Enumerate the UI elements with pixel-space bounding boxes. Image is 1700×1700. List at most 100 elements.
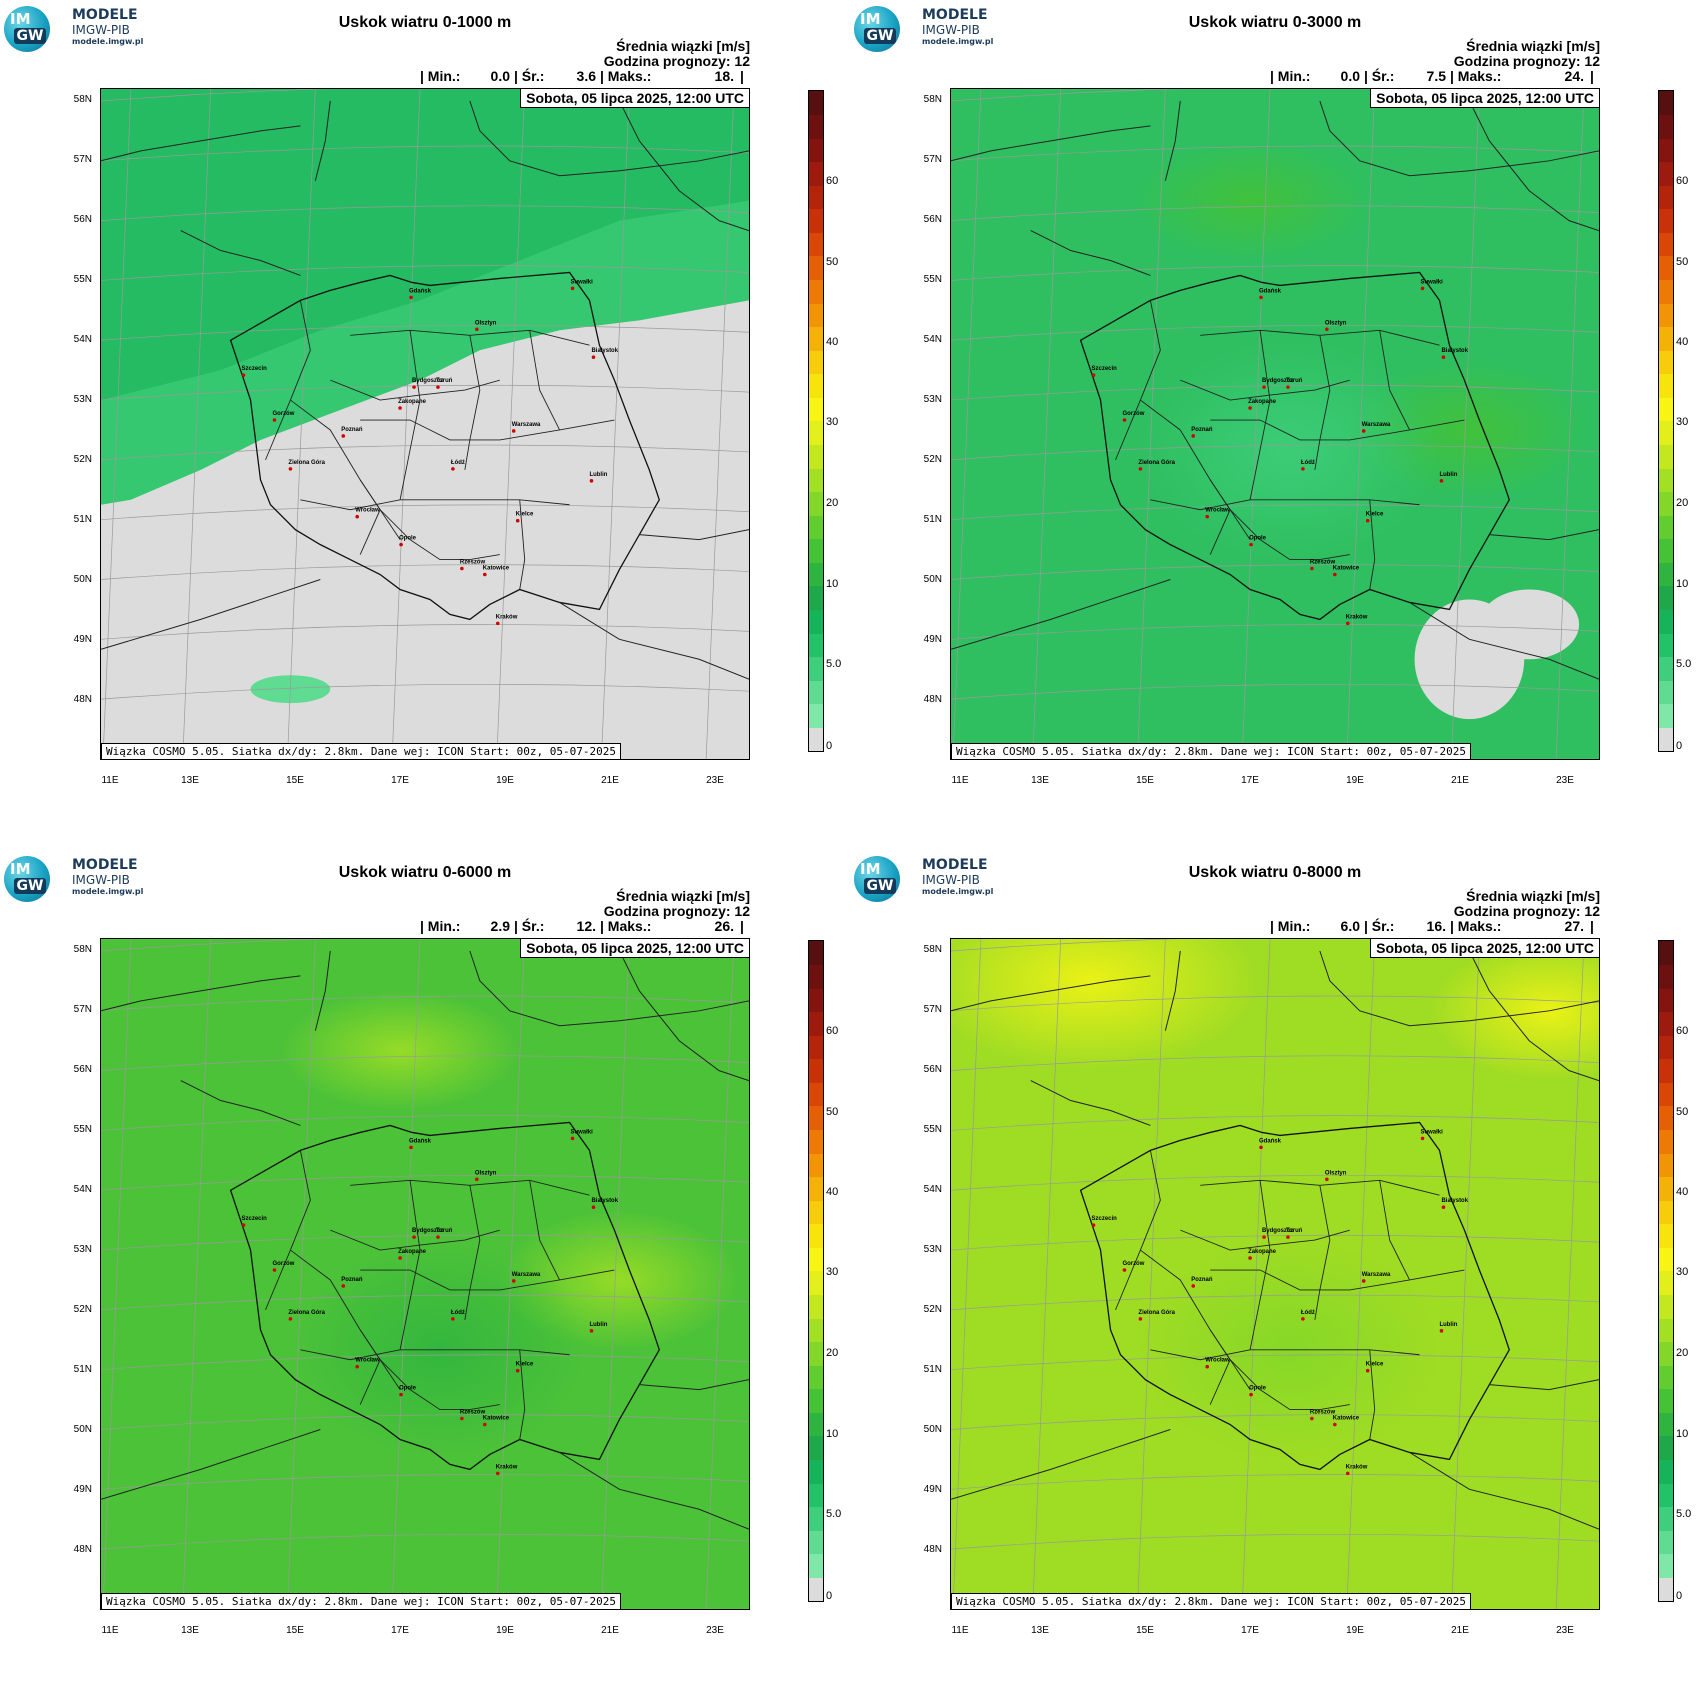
min-value: 6.0 xyxy=(1340,918,1360,934)
max-value: 18. xyxy=(714,68,734,84)
city-marker xyxy=(1138,467,1143,471)
lat-tick-label: 56N xyxy=(923,214,942,225)
lon-tick-label: 13E xyxy=(181,775,199,786)
lon-tick-label: 11E xyxy=(101,1625,119,1636)
city-marker xyxy=(511,429,516,433)
city-marker xyxy=(1091,373,1096,377)
city-marker xyxy=(495,1471,500,1476)
voivodeship-border xyxy=(399,330,421,500)
panel-title: Uskok wiatru 0-8000 m xyxy=(1188,864,1362,881)
lat-tick-label: 58N xyxy=(73,94,92,105)
colorbar-segment xyxy=(809,185,823,210)
colorbar-segment xyxy=(1659,326,1673,351)
graticule-lat xyxy=(101,205,749,221)
city-label: Zielona Góra xyxy=(1138,460,1175,466)
voivodeship-border xyxy=(379,1359,500,1411)
coastline xyxy=(469,100,749,177)
city-label: Kraków xyxy=(1346,1464,1368,1470)
city-marker xyxy=(1248,406,1252,410)
city-label: Olsztyn xyxy=(475,1170,497,1176)
city-label: Katowice xyxy=(483,1416,510,1422)
lat-tick-label: 57N xyxy=(923,1004,942,1015)
voivodeship-border xyxy=(1314,335,1331,470)
colorbar-segment xyxy=(1659,491,1673,516)
city-marker xyxy=(1301,467,1305,471)
city-marker xyxy=(1122,1268,1127,1272)
lat-tick-label: 49N xyxy=(923,1484,942,1495)
colorbar-segment xyxy=(809,421,823,446)
coastline xyxy=(618,950,749,1082)
lat-tick-label: 51N xyxy=(923,514,942,525)
colorbar-segment xyxy=(809,988,823,1013)
lat-tick-label: 58N xyxy=(923,94,942,105)
city-marker xyxy=(1259,295,1263,300)
colorbar-segment xyxy=(809,1271,823,1296)
colorbar-tick-label: 10 xyxy=(826,578,839,590)
lat-tick-label: 58N xyxy=(73,944,92,955)
city-label: Bydgoszcz xyxy=(412,1228,443,1234)
city-marker xyxy=(1361,1279,1366,1283)
voivodeship-border xyxy=(1379,330,1410,431)
lon-tick-label: 17E xyxy=(1241,775,1259,786)
city-marker xyxy=(515,1368,520,1373)
city-label: Zielona Góra xyxy=(288,1310,325,1316)
city-marker xyxy=(1091,1223,1096,1227)
colorbar-tick-label: 30 xyxy=(1676,416,1689,428)
city-marker xyxy=(1420,1136,1425,1141)
city-marker xyxy=(589,479,594,483)
lon-tick-label: 13E xyxy=(181,1625,199,1636)
graticule-lon xyxy=(1032,939,1062,1609)
coastline xyxy=(951,125,1151,162)
colorbar-segment xyxy=(1659,421,1673,446)
colorbar-tick-label: 20 xyxy=(1676,497,1689,509)
graticule-lon xyxy=(182,939,212,1609)
graticule-lat xyxy=(101,1115,749,1131)
coastline xyxy=(314,100,331,181)
city-label: Gdańsk xyxy=(1259,1138,1282,1144)
city-label: Lublin xyxy=(589,1322,607,1328)
colorbar-segment xyxy=(1659,1176,1673,1201)
graticule-lat xyxy=(101,1234,749,1251)
city-label: Lublin xyxy=(589,472,607,478)
colorbar-segment xyxy=(1659,114,1673,139)
lat-tick-label: 55N xyxy=(73,274,92,285)
colorbar-tick-label: 60 xyxy=(1676,1025,1689,1037)
city-marker xyxy=(409,1145,413,1150)
shear-high-patch xyxy=(1130,140,1370,261)
coastline xyxy=(1164,100,1181,181)
city-label: Kraków xyxy=(496,1464,518,1470)
valid-date-box: Sobota, 05 lipca 2025, 12:00 UTC xyxy=(520,938,750,958)
city-label: Warszawa xyxy=(1362,422,1391,428)
colorbar-segment xyxy=(809,1553,823,1578)
colorbar-segment xyxy=(809,586,823,611)
city-marker xyxy=(272,418,277,422)
colorbar-segment xyxy=(809,1153,823,1178)
colorbar-segment xyxy=(809,727,823,752)
colorbar-tick-label: 60 xyxy=(1676,175,1689,187)
colorbar-segment xyxy=(809,1058,823,1083)
colorbar-tick-label: 40 xyxy=(1676,336,1689,348)
voivodeship-border xyxy=(1249,1180,1271,1350)
colorbar-segment xyxy=(809,91,823,116)
graticule-lat xyxy=(101,995,749,1012)
country-border xyxy=(229,271,660,621)
city-label: Gorzów xyxy=(272,411,294,417)
graticule-lat xyxy=(951,564,1599,580)
city-label: Zakopane xyxy=(1248,1249,1277,1255)
shear-low-patch xyxy=(1140,340,1440,560)
city-label: Opole xyxy=(399,536,417,542)
lat-tick-label: 52N xyxy=(923,454,942,465)
voivodeship-border xyxy=(1180,1229,1350,1251)
lon-tick-label: 17E xyxy=(391,1625,409,1636)
logo-title: MODELE xyxy=(72,857,138,873)
lat-tick-label: 54N xyxy=(923,1184,942,1195)
stats-row: | Min.: 2.9 | Śr.: 12. | Maks.: 26. | xyxy=(420,918,750,934)
colorbar-segment xyxy=(1659,138,1673,163)
lat-tick-label: 54N xyxy=(73,1184,92,1195)
city-marker xyxy=(475,1177,479,1182)
min-value: 0.0 xyxy=(1340,68,1360,84)
city-marker xyxy=(1249,542,1253,547)
colorbar-segment xyxy=(809,232,823,257)
lon-tick-label: 13E xyxy=(1031,1625,1049,1636)
city-label: Szczecin xyxy=(242,1216,268,1222)
